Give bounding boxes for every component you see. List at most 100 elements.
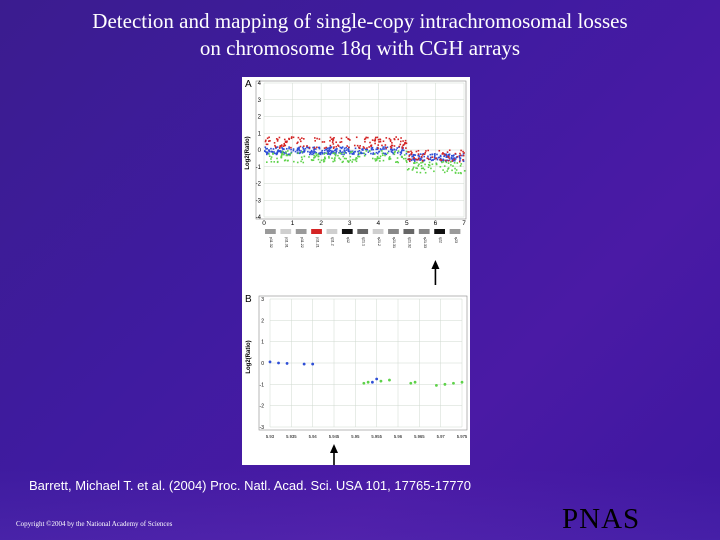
data-point <box>346 145 349 147</box>
data-point <box>428 161 431 164</box>
data-point <box>266 143 269 146</box>
data-point <box>459 157 461 160</box>
data-point <box>414 154 417 156</box>
data-point <box>325 146 328 149</box>
data-point <box>424 163 426 166</box>
data-point <box>282 145 285 147</box>
x-tick-label: 5.96 <box>394 434 403 439</box>
data-point <box>462 150 464 153</box>
data-point <box>460 380 464 384</box>
y-tick-label: -1 <box>260 382 265 388</box>
data-point <box>268 136 270 139</box>
data-point <box>360 152 363 155</box>
data-point <box>379 379 383 383</box>
data-point <box>377 138 380 141</box>
data-point <box>333 136 335 139</box>
data-point <box>419 159 421 161</box>
data-point <box>323 153 326 155</box>
data-point <box>414 161 416 164</box>
data-point <box>408 167 410 170</box>
data-point <box>293 160 295 163</box>
data-point <box>458 155 461 157</box>
data-point <box>393 145 396 147</box>
data-point <box>441 161 443 164</box>
data-point <box>264 146 267 148</box>
data-point <box>404 157 407 160</box>
data-point <box>456 155 459 158</box>
data-point <box>385 137 388 139</box>
data-point <box>443 382 447 386</box>
data-point <box>334 149 337 152</box>
data-point <box>418 155 421 158</box>
data-point <box>389 158 392 160</box>
data-point <box>413 380 417 384</box>
data-point <box>270 147 272 150</box>
data-point <box>320 159 323 162</box>
data-point <box>287 159 289 162</box>
data-point <box>267 140 270 142</box>
data-point <box>300 156 303 158</box>
data-point <box>421 161 424 164</box>
data-point <box>448 157 451 159</box>
data-point <box>453 162 456 164</box>
data-point <box>329 149 332 152</box>
y-tick-label: -3 <box>260 425 265 431</box>
data-point <box>270 160 273 163</box>
data-point <box>280 154 283 156</box>
data-point <box>313 152 315 154</box>
data-point <box>444 154 446 156</box>
data-point <box>354 150 357 153</box>
data-point <box>312 146 314 149</box>
data-point <box>358 155 361 158</box>
data-point <box>334 154 337 157</box>
data-point <box>403 143 406 145</box>
data-point <box>304 147 307 150</box>
data-point <box>337 144 339 147</box>
x-tick-label: 5.95 <box>351 434 360 439</box>
data-point <box>395 161 397 163</box>
data-point <box>393 138 396 141</box>
data-point <box>302 161 305 164</box>
data-point <box>403 154 406 156</box>
data-point <box>425 150 427 152</box>
data-point <box>446 159 448 162</box>
data-point <box>300 140 302 143</box>
data-point <box>281 152 283 155</box>
data-point <box>399 143 402 146</box>
data-point <box>371 139 374 141</box>
data-point <box>277 361 280 365</box>
data-point <box>298 146 300 149</box>
data-point <box>327 153 329 155</box>
data-point <box>362 381 366 385</box>
data-point <box>412 166 415 168</box>
data-point <box>341 161 344 164</box>
data-point <box>313 148 315 151</box>
data-point <box>302 146 304 149</box>
data-point <box>323 147 326 149</box>
data-point <box>328 155 330 158</box>
data-point <box>280 151 282 153</box>
data-point <box>301 158 303 161</box>
data-point <box>393 151 396 154</box>
data-point <box>410 153 413 155</box>
x-tick-label: 3 <box>348 220 352 227</box>
data-point <box>463 152 465 154</box>
data-point <box>389 139 392 141</box>
data-point <box>455 156 458 159</box>
y-tick-label: -2 <box>260 404 265 410</box>
x-tick-label: 5.945 <box>329 434 340 439</box>
data-point <box>433 156 436 159</box>
data-point <box>328 150 330 153</box>
x-tick-label: 2 <box>319 220 323 227</box>
data-point <box>461 154 463 157</box>
data-point <box>366 148 369 151</box>
data-point <box>333 160 336 162</box>
cytoband-block <box>280 229 292 234</box>
data-point <box>452 157 455 159</box>
data-point <box>382 146 384 148</box>
data-point <box>317 153 319 156</box>
data-point <box>445 156 448 158</box>
data-point <box>331 151 333 154</box>
data-point <box>409 160 411 163</box>
panel-a-ylabel: Log2(Ratio) <box>245 136 251 169</box>
